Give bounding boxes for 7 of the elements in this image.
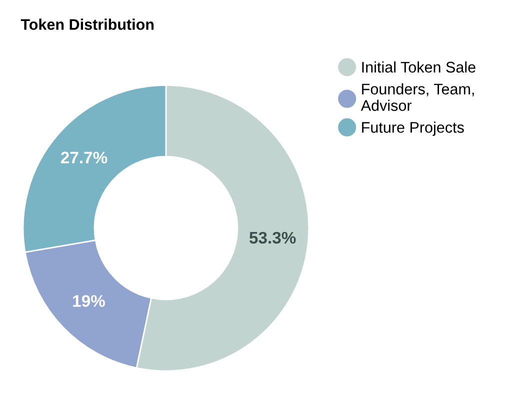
legend-label: Future Projects (362, 122, 464, 136)
data-label: 27.7% (60, 152, 108, 164)
data-label: 19% (73, 295, 105, 307)
chart-title: Token Distribution (20, 18, 154, 30)
data-label: 53.3% (249, 232, 296, 244)
legend-label: Initial Token Sale (362, 61, 476, 73)
legend-label: Founders, Team, Advisor (360, 83, 474, 111)
